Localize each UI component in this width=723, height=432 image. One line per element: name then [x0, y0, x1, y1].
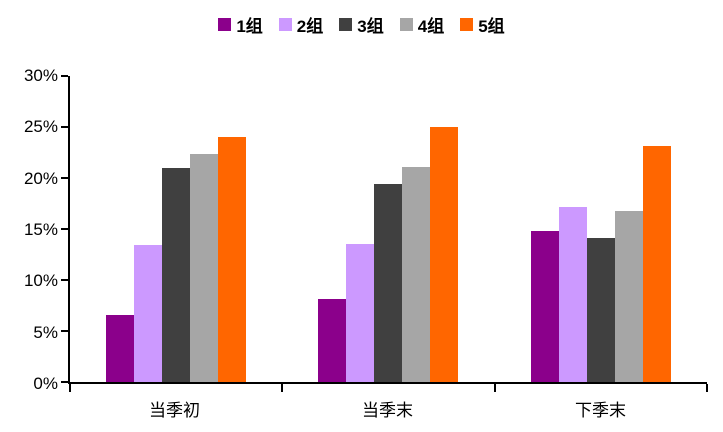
- bar-series-1-当季末: [318, 299, 347, 382]
- y-axis-tick-label: 0%: [33, 374, 58, 393]
- legend-label: 4组: [417, 17, 445, 36]
- bar-series-2-当季初: [134, 245, 163, 382]
- bar-group: [70, 76, 282, 382]
- y-axis-tick-label: 10%: [23, 271, 58, 291]
- legend-swatch-icon: [339, 18, 353, 31]
- legend-item: 1组: [218, 12, 263, 37]
- bar-series-3-当季末: [374, 184, 403, 382]
- legend-label: 3组: [357, 17, 384, 36]
- legend-swatch-icon: [278, 18, 292, 31]
- x-axis-category-label: 下季末: [575, 401, 626, 420]
- y-axis-tick: [61, 228, 68, 230]
- bar-series-2-当季末: [346, 244, 375, 382]
- y-axis-tick-label: 30%: [23, 66, 58, 85]
- y-axis-tick-label: 20%: [23, 168, 58, 188]
- bar-series-4-当季初: [190, 153, 219, 382]
- y-axis-tick: [61, 279, 68, 281]
- legend-label: 1组: [236, 17, 263, 36]
- legend-swatch-icon: [218, 18, 232, 31]
- legend-item: 2组: [278, 12, 324, 37]
- plot-area: [61, 75, 708, 392]
- x-axis-tick: [281, 384, 284, 392]
- y-axis-tick-label: 25%: [23, 117, 58, 137]
- legend-label: 5组: [478, 17, 505, 36]
- y-axis-tick: [61, 177, 68, 179]
- x-axis-tick: [493, 384, 496, 392]
- y-axis-tick: [61, 330, 68, 332]
- bar-series-2-下季末: [558, 206, 587, 382]
- bar-series-1-当季初: [106, 314, 135, 382]
- x-axis-tick: [706, 384, 708, 392]
- x-axis: 当季初 当季末 下季末: [68, 396, 707, 421]
- y-axis-tick: [61, 381, 68, 383]
- bar-series-5-当季初: [218, 137, 247, 382]
- bar-series-3-下季末: [586, 238, 615, 382]
- y-axis-tick-label: 5%: [33, 322, 58, 342]
- legend-item: 3组: [339, 12, 384, 37]
- bar-group: [495, 76, 707, 382]
- x-axis-tick: [69, 384, 71, 392]
- legend-swatch-icon: [399, 18, 413, 31]
- legend: 1组 2组 3组 4组 5组: [0, 12, 723, 37]
- legend-item: 4组: [399, 12, 445, 37]
- chart-body: 当季初 当季末 下季末 0% 5% 10% 15% 20% 25% 30%: [24, 66, 708, 420]
- y-axis-tick-label: 15%: [23, 220, 58, 239]
- legend-label: 2组: [296, 17, 324, 36]
- bar-series-5-下季末: [642, 146, 671, 382]
- bar-series-5-当季末: [430, 127, 459, 382]
- bar-group: [282, 76, 494, 382]
- bar-series-1-下季末: [530, 231, 559, 382]
- legend-item: 5组: [460, 12, 505, 37]
- bar-series-3-当季初: [162, 167, 191, 382]
- bar-series-4-下季末: [614, 210, 643, 382]
- y-axis-tick: [61, 126, 68, 128]
- y-axis-tick: [61, 75, 68, 77]
- x-axis-category-label: 当季初: [149, 401, 200, 420]
- bar-series-4-当季末: [402, 166, 431, 382]
- legend-swatch-icon: [460, 18, 474, 31]
- x-axis-category-label: 当季末: [362, 401, 413, 420]
